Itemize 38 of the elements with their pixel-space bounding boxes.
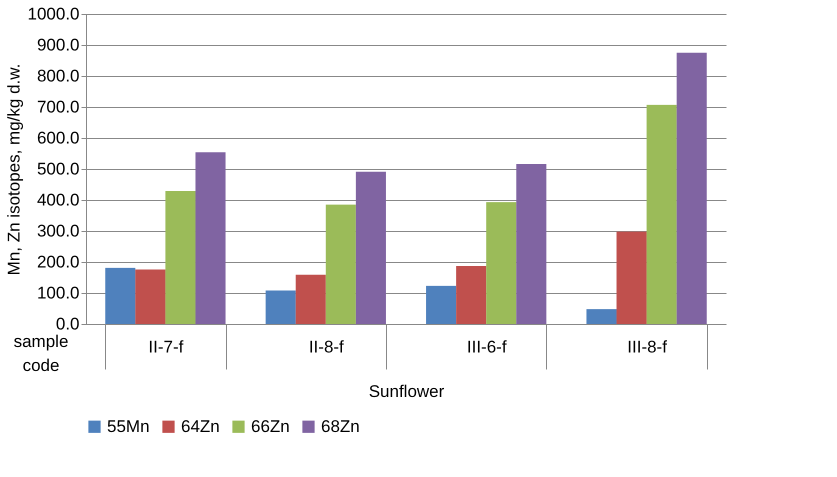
text: sample code (14, 332, 68, 375)
bar (356, 172, 386, 324)
bar (326, 204, 356, 324)
legend-label: 68Zn (321, 416, 360, 436)
bar (195, 152, 226, 324)
bar (296, 274, 326, 324)
y-tick-label: 800.0 (36, 66, 80, 86)
y-tick-label: 1000.0 (28, 4, 80, 24)
y-axis-title: Mn, Zn isotopes, mg/kg d.w. (4, 64, 24, 276)
legend-label: 66Zn (251, 416, 290, 436)
legend-label: 55Mn (107, 416, 150, 436)
x-tick-label: II-8-f (308, 338, 344, 356)
y-tick-label: 300.0 (36, 222, 80, 240)
y-tick-label: 700.0 (36, 98, 80, 116)
bar (586, 309, 617, 324)
x-tick-label: III-6-f (466, 338, 507, 356)
legend-label: 64Zn (181, 416, 220, 436)
bar (165, 191, 196, 324)
bar (486, 202, 516, 324)
bar (516, 164, 546, 324)
y-tick-label: 900.0 (36, 36, 80, 54)
y-tick-label: 0.0 (56, 314, 80, 334)
bar (456, 266, 486, 324)
bar (266, 290, 296, 324)
y-tick-label: 100.0 (36, 284, 80, 302)
bar (616, 232, 647, 324)
bar (646, 104, 677, 324)
y-tick-label: 400.0 (36, 190, 80, 210)
bar (426, 286, 456, 324)
x-tick-label: II-7-f (148, 338, 184, 356)
x-tick-label: III-8-f (627, 338, 668, 356)
bar (676, 52, 707, 324)
y-tick-label: 600.0 (36, 128, 80, 148)
bar (135, 269, 166, 324)
y-tick-label: 500.0 (36, 160, 80, 178)
x-axis-title: Sunflower (368, 382, 445, 401)
bar (105, 268, 136, 324)
y-tick-label: 200.0 (36, 252, 80, 272)
